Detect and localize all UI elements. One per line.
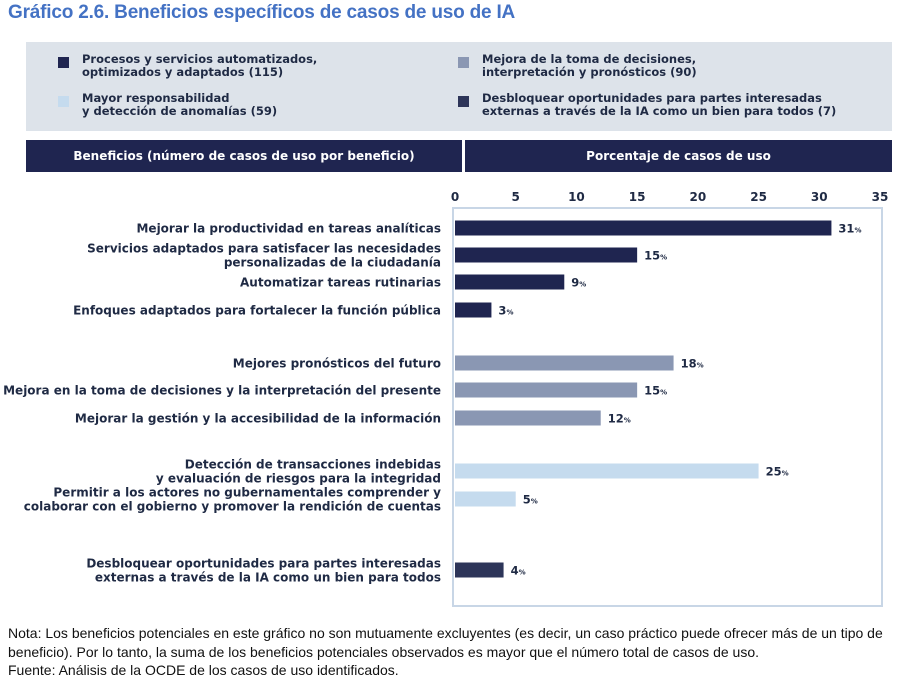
x-tick-label: 5 — [512, 190, 520, 204]
bar — [455, 355, 674, 371]
legend-item-responsabilidad: Mayor responsabilidad y detección de ano… — [58, 92, 277, 118]
category-label: Enfoques adaptados para fortalecer la fu… — [73, 304, 441, 318]
source-text: Fuente: Análisis de la OCDE de los casos… — [8, 662, 399, 678]
category-label: Mejora en la toma de decisiones y la int… — [3, 384, 441, 398]
data-label: 5% — [523, 493, 538, 507]
legend-swatch — [58, 96, 69, 107]
legend-swatch — [458, 57, 469, 68]
legend: Procesos y servicios automatizados, opti… — [26, 42, 892, 131]
x-tick-label: 35 — [872, 190, 889, 204]
bar — [455, 491, 516, 507]
data-label: 18% — [681, 357, 704, 371]
bar — [455, 247, 638, 263]
bar — [455, 463, 759, 479]
header-benefits: Beneficios (número de casos de uso por b… — [26, 140, 462, 172]
bar — [455, 274, 565, 290]
notes: Nota: Los beneficios potenciales en este… — [8, 624, 908, 680]
data-label: 31% — [838, 222, 861, 236]
category-label: Automatizar tareas rutinarias — [240, 276, 441, 290]
data-label: 25% — [766, 465, 789, 479]
x-tick-label: 10 — [568, 190, 585, 204]
bar — [455, 410, 601, 426]
category-label: Detección de transacciones indebidas y ev… — [156, 458, 441, 486]
legend-label: Mayor responsabilidad y detección de ano… — [82, 91, 278, 118]
data-label: 3% — [498, 304, 513, 318]
data-label: 9% — [571, 276, 586, 290]
legend-swatch — [58, 57, 69, 68]
legend-label: Mejora de la toma de decisiones, interpr… — [482, 52, 697, 79]
x-tick-label: 20 — [690, 190, 707, 204]
category-label: Permitir a los actores no gubernamentale… — [24, 486, 441, 514]
category-label: Mejores pronósticos del futuro — [233, 357, 441, 371]
x-tick-label: 30 — [811, 190, 828, 204]
bar — [455, 382, 638, 398]
plot-frame — [452, 207, 883, 607]
bar — [455, 302, 492, 318]
legend-swatch — [458, 96, 469, 107]
chart-title: Gráfico 2.6. Beneficios específicos de c… — [8, 2, 516, 23]
x-tick-label: 25 — [750, 190, 767, 204]
legend-item-decisiones: Mejora de la toma de decisiones, interpr… — [458, 53, 697, 79]
data-label: 12% — [608, 412, 631, 426]
legend-label: Desbloquear oportunidades para partes in… — [482, 91, 837, 118]
legend-item-procesos: Procesos y servicios automatizados, opti… — [58, 53, 317, 79]
legend-item-oportunidades: Desbloquear oportunidades para partes in… — [458, 92, 836, 118]
data-label: 15% — [644, 384, 667, 398]
bar — [455, 562, 504, 578]
header-percentage: Porcentaje de casos de uso — [465, 140, 892, 172]
data-label: 4% — [511, 564, 526, 578]
category-label: Servicios adaptados para satisfacer las … — [87, 242, 441, 270]
category-label: Desbloquear oportunidades para partes in… — [86, 557, 441, 585]
data-label: 15% — [644, 249, 667, 263]
x-tick-label: 15 — [629, 190, 646, 204]
legend-label: Procesos y servicios automatizados, opti… — [82, 52, 318, 79]
bar — [455, 220, 832, 236]
x-tick-label: 0 — [451, 190, 459, 204]
category-label: Mejorar la gestión y la accesibilidad de… — [75, 412, 441, 426]
note-text: Nota: Los beneficios potenciales en este… — [8, 625, 883, 660]
category-label: Mejorar la productividad en tareas analí… — [136, 222, 441, 236]
